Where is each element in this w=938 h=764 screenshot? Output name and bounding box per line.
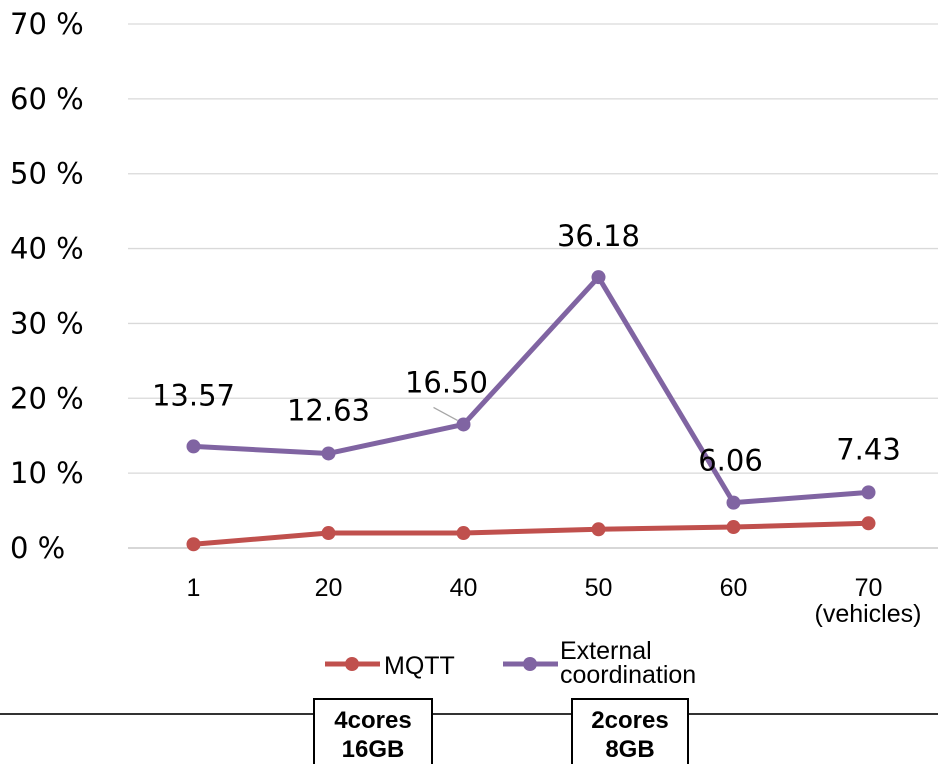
data-label-leader: [433, 406, 458, 422]
x-tick-label: 60: [720, 574, 748, 602]
legend-label-external-line1: External: [560, 637, 652, 665]
config-box-2-frame: [571, 698, 689, 764]
series-0-point: [861, 516, 876, 531]
series-line-1: [193, 274, 869, 506]
legend-label-mqtt: MQTT: [384, 652, 455, 680]
data-label: 12.63: [287, 393, 370, 427]
config-box-1-frame: [313, 698, 433, 764]
series-0-point: [321, 526, 336, 541]
series-0-point: [726, 520, 741, 535]
x-tick-label: 70: [855, 574, 883, 602]
y-tick-label: 0 %: [10, 531, 65, 565]
legend-label-external-line2: coordination: [560, 661, 696, 689]
legend-marker-external: [523, 657, 537, 671]
data-labels: 13.57 12.63 16.50 36.18 6.06 7.43: [152, 219, 901, 477]
config-box-2: 2cores 8GB: [571, 698, 689, 764]
config-box-2-memory: 8GB: [605, 736, 654, 763]
y-tick-label: 50 %: [10, 157, 84, 191]
legend: MQTT External coordination: [325, 637, 696, 689]
gridlines: [128, 23, 938, 549]
y-tick-label: 10 %: [10, 456, 84, 490]
x-tick-label: 20: [315, 574, 343, 602]
series-1-point: [456, 417, 471, 432]
y-tick-label: 40 %: [10, 232, 84, 266]
x-tick-label: 50: [585, 574, 613, 602]
y-axis-ticks: 0 % 10 % 20 % 30 % 40 % 50 % 60 % 70 %: [10, 7, 84, 565]
x-unit-label: (vehicles): [815, 600, 922, 628]
legend-marker-mqtt: [345, 657, 359, 671]
series-1-point: [186, 439, 201, 454]
y-tick-label: 60 %: [10, 82, 84, 116]
config-box-1-cores: 4cores: [334, 707, 411, 734]
config-box-2-cores: 2cores: [591, 707, 668, 734]
series-1-point: [726, 495, 741, 510]
data-label: 13.57: [152, 378, 235, 412]
x-axis-ticks: 1 20 40 50 60 70: [187, 574, 883, 602]
series-0-point: [456, 526, 471, 541]
x-tick-label: 1: [187, 574, 201, 602]
data-label: 7.43: [836, 432, 901, 466]
series-1-point: [591, 270, 606, 285]
legend-item-external-coordination: External coordination: [503, 637, 696, 689]
y-tick-label: 70 %: [10, 7, 84, 41]
series-1-point: [861, 485, 876, 500]
data-label: 6.06: [698, 444, 763, 478]
series-1-point: [321, 446, 336, 461]
series-0-point: [186, 537, 201, 552]
data-label: 16.50: [405, 365, 488, 399]
config-box-1: 4cores 16GB: [313, 698, 433, 764]
y-tick-label: 20 %: [10, 381, 84, 415]
legend-item-mqtt: MQTT: [325, 652, 455, 680]
config-box-1-memory: 16GB: [342, 736, 405, 763]
series-line-0: [193, 520, 869, 547]
data-label: 36.18: [557, 219, 640, 253]
y-tick-label: 30 %: [10, 306, 84, 340]
series-group: [186, 270, 876, 552]
x-tick-label: 40: [450, 574, 478, 602]
series-0-point: [591, 522, 606, 537]
